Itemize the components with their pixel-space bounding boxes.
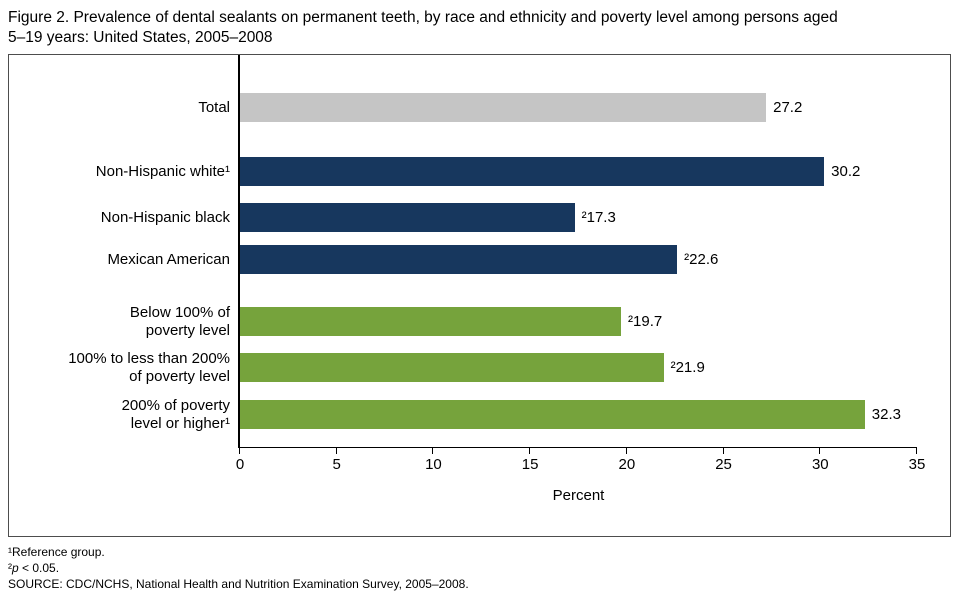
value-label: 30.2: [831, 162, 861, 180]
bar: [240, 307, 622, 336]
value-label: ²21.9: [670, 358, 705, 376]
category-label: 200% of poverty level or higher¹: [121, 396, 230, 432]
chart-frame: Percent Total 27.2 Non-Hispanic white¹ 30.2…: [8, 54, 951, 537]
bar: [240, 157, 825, 186]
x-tick-label: 20: [618, 456, 636, 473]
x-tick-label: 15: [521, 456, 539, 473]
value-label: ²17.3: [581, 208, 616, 226]
category-label: Total: [198, 98, 230, 116]
x-tick: [819, 447, 821, 454]
footnote-pvalue: ²p < 0.05.: [8, 560, 952, 576]
category-label: Mexican American: [107, 250, 230, 268]
footnote-pvalue-sup: ²: [8, 561, 12, 575]
footnote-reference-group: ¹Reference group.: [8, 545, 105, 559]
value-label: 27.2: [773, 98, 803, 116]
x-tick-label: 30: [811, 456, 829, 473]
x-tick: [239, 447, 240, 454]
x-tick-label: 5: [332, 456, 341, 473]
bar: [240, 93, 767, 122]
x-tick: [722, 447, 724, 454]
plot-area: Percent Total 27.2 Non-Hispanic white¹ 30.2…: [68, 55, 925, 504]
figure-title-line2: 5–19 years: United States, 2005–2008: [8, 29, 273, 46]
x-tick: [625, 447, 627, 454]
x-tick-label: 10: [425, 456, 442, 473]
category-label: Below 100% of poverty level: [129, 303, 230, 339]
category-label: Non-Hispanic black: [100, 208, 230, 226]
x-tick-label: 0: [235, 456, 245, 473]
x-tick-label: 25: [715, 456, 732, 473]
category-label: Non-Hispanic white¹: [95, 162, 230, 180]
x-tick: [916, 447, 917, 454]
value-label: ²22.6: [684, 250, 719, 268]
footnote-source: SOURCE: CDC/NCHS, National Health and Nu…: [8, 577, 469, 591]
category-label: 100% to less than 200% of poverty level: [68, 349, 230, 385]
x-tick-label: 35: [908, 456, 926, 473]
figure-title-line1: Figure 2. Prevalence of dental sealants …: [8, 9, 838, 26]
x-tick: [432, 447, 434, 454]
x-axis-label: Percent: [552, 487, 605, 504]
footnotes: ¹Reference group. ²p < 0.05. SOURCE: CDC…: [8, 544, 952, 592]
bar: [240, 353, 664, 382]
footnote-pvalue-rest: < 0.05.: [18, 561, 60, 575]
bar: [240, 245, 678, 274]
footnote-pvalue-p: p: [12, 561, 19, 575]
figure-title: Figure 2. Prevalence of dental sealants …: [0, 0, 960, 52]
value-label: 32.3: [871, 405, 901, 423]
value-label: ²19.7: [628, 312, 663, 330]
bar: [240, 400, 865, 429]
bar: [240, 203, 575, 232]
x-tick: [335, 447, 337, 454]
x-tick: [529, 447, 531, 454]
